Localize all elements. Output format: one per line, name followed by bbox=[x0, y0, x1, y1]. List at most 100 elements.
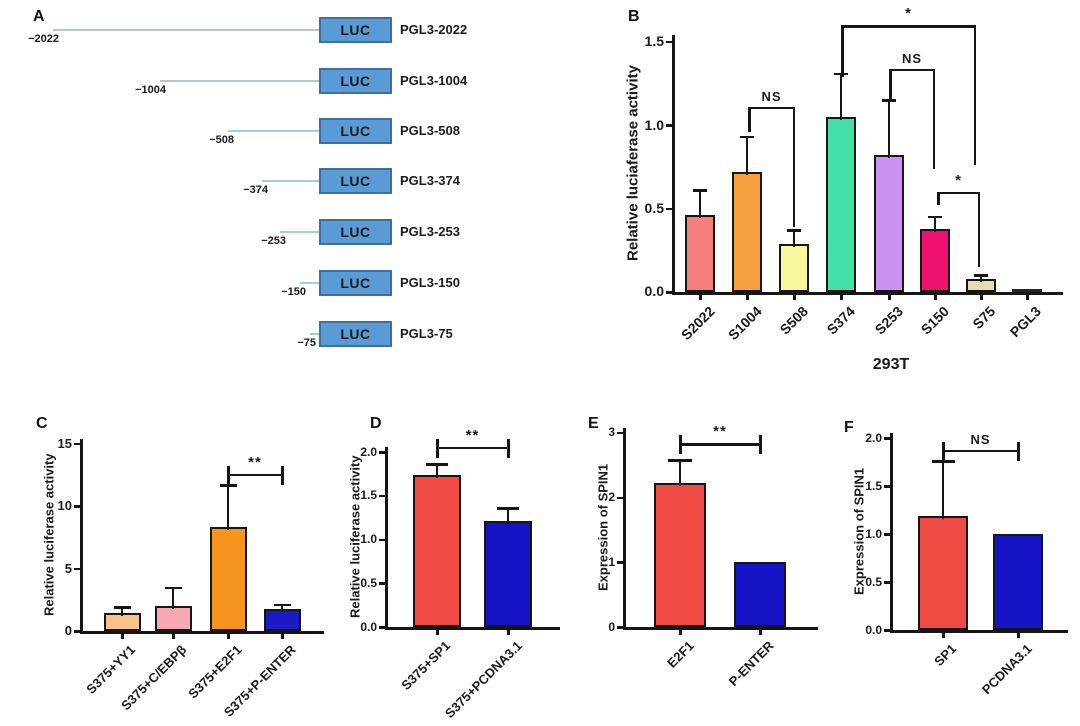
x-tick bbox=[840, 294, 843, 300]
x-tick bbox=[227, 633, 230, 639]
bar bbox=[209, 527, 247, 631]
luc-box: LUC bbox=[319, 219, 392, 245]
error-bar-line bbox=[941, 461, 945, 519]
bar bbox=[826, 116, 856, 292]
y-tick bbox=[73, 567, 81, 571]
construct-position-label: −374 bbox=[243, 184, 268, 196]
y-tick-label: 0 bbox=[64, 622, 72, 638]
panel-letter: C bbox=[36, 415, 48, 432]
error-bar-line bbox=[979, 275, 983, 282]
construct-position-label: −150 bbox=[281, 286, 306, 298]
panel-e-bar-chart: E 0 1 2 3 Expression of SPIN1 E2F1 P-ENTER ** bbox=[580, 395, 842, 726]
x-tick bbox=[888, 294, 891, 300]
error-bar-cap bbox=[113, 606, 131, 609]
x-category-label: S75 bbox=[969, 303, 999, 332]
x-tick bbox=[281, 633, 284, 639]
x-tick bbox=[172, 633, 175, 639]
x-axis-line bbox=[672, 292, 1063, 295]
bar bbox=[685, 215, 715, 292]
x-category-label: S508 bbox=[776, 303, 812, 338]
y-axis-title: Relative luciaferase activity bbox=[624, 65, 642, 262]
construct-name-label: PGL3-150 bbox=[400, 275, 460, 290]
error-bar-line bbox=[171, 587, 175, 610]
error-bar-line bbox=[435, 464, 439, 478]
construct-position-label: −2022 bbox=[28, 33, 59, 45]
panel-d-bar-chart: D 0.0 0.5 1.0 1.5 2.0 Relative luciferase acti… bbox=[340, 395, 602, 726]
luc-box: LUC bbox=[319, 17, 392, 43]
y-tick-label: 1.0 bbox=[644, 116, 664, 133]
y-tick bbox=[616, 431, 624, 435]
luc-box: LUC bbox=[319, 68, 392, 94]
panel-f-bar-chart: F 0.0 0.5 1.0 1.5 2.0 Expression of SPIN1 SP1 PC… bbox=[830, 395, 1080, 726]
promoter-line bbox=[300, 282, 321, 284]
error-bar-cap bbox=[931, 460, 955, 463]
significance-label: NS bbox=[970, 431, 991, 447]
luc-box: LUC bbox=[319, 168, 392, 194]
y-tick bbox=[378, 494, 386, 498]
y-axis-line bbox=[890, 433, 893, 633]
significance-label: * bbox=[955, 171, 962, 189]
y-tick-label: 0.0 bbox=[644, 283, 664, 300]
x-tick bbox=[942, 632, 945, 638]
x-category-label: PCDNA3.1 bbox=[978, 641, 1035, 698]
x-tick bbox=[1026, 294, 1029, 300]
y-tick bbox=[883, 485, 891, 488]
y-tick-label: 0 bbox=[608, 619, 615, 634]
construct-name-label: PGL3-2022 bbox=[400, 22, 468, 37]
bar bbox=[734, 562, 786, 627]
bar bbox=[484, 521, 532, 627]
error-bar-cap bbox=[668, 459, 692, 462]
panel-letter: D bbox=[370, 415, 382, 432]
error-bar-cap bbox=[974, 274, 988, 277]
significance-label: ** bbox=[465, 426, 480, 444]
x-category-label: S2022 bbox=[677, 303, 718, 343]
y-axis-line bbox=[623, 428, 626, 630]
error-bar-cap bbox=[273, 603, 291, 607]
x-tick bbox=[507, 629, 510, 635]
significance-bracket-line bbox=[437, 446, 508, 450]
promoter-line bbox=[228, 130, 321, 132]
significance-label: * bbox=[905, 5, 912, 23]
y-tick bbox=[73, 442, 81, 446]
bar bbox=[1012, 289, 1042, 292]
x-category-label: E2F1 bbox=[664, 638, 697, 671]
error-bar-line bbox=[506, 508, 510, 525]
significance-bracket-leg bbox=[937, 191, 940, 206]
significance-bracket-line bbox=[943, 449, 1018, 453]
x-tick bbox=[934, 294, 937, 300]
significance-bracket-cap bbox=[280, 465, 284, 485]
bar bbox=[918, 515, 968, 630]
error-bar-cap bbox=[693, 189, 707, 192]
y-tick-label: 5 bbox=[64, 560, 72, 576]
error-bar-line bbox=[678, 460, 682, 486]
luc-box: LUC bbox=[319, 118, 392, 144]
luc-box: LUC bbox=[319, 321, 392, 347]
y-tick bbox=[378, 538, 386, 541]
significance-bracket-cap bbox=[435, 438, 439, 458]
construct-name-label: PGL3-75 bbox=[400, 326, 453, 341]
y-tick bbox=[883, 629, 891, 632]
y-tick-label: 0.5 bbox=[865, 574, 882, 589]
x-category-label: S374 bbox=[823, 303, 859, 338]
x-category-label: S375+SP1 bbox=[398, 638, 454, 693]
y-axis-line bbox=[385, 447, 388, 630]
construct-name-label: PGL3-374 bbox=[400, 173, 460, 188]
y-tick-label: 1.5 bbox=[360, 488, 377, 503]
significance-bracket-line bbox=[748, 106, 795, 110]
y-tick-label: 3 bbox=[608, 425, 615, 440]
x-tick bbox=[1017, 632, 1020, 638]
x-tick bbox=[121, 633, 124, 639]
error-bar-cap bbox=[787, 229, 801, 232]
x-axis-line bbox=[385, 627, 560, 630]
y-tick bbox=[665, 291, 673, 294]
y-tick-label: 0.0 bbox=[865, 622, 882, 637]
significance-bracket-leg bbox=[792, 106, 795, 227]
promoter-line bbox=[262, 180, 321, 182]
y-tick bbox=[883, 533, 891, 536]
error-bar-line bbox=[792, 230, 796, 247]
bar bbox=[154, 606, 192, 631]
bar bbox=[654, 482, 706, 627]
significance-bracket-cap bbox=[678, 435, 682, 455]
y-tick bbox=[378, 626, 386, 629]
